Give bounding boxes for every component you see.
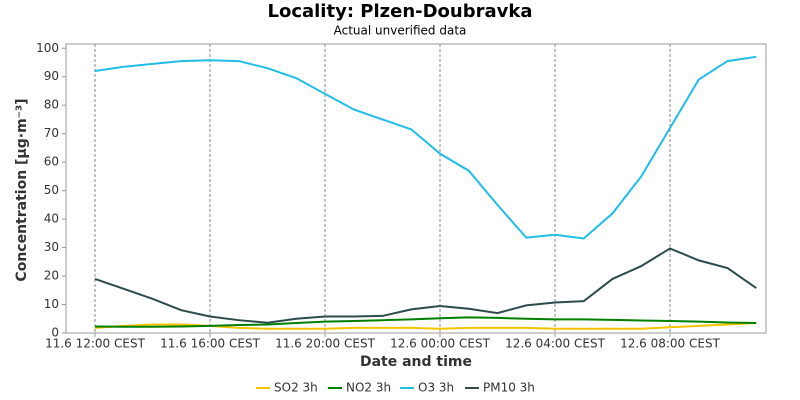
x-tick-label: 11.6 12:00 CEST [45, 337, 146, 351]
y-tick-label: 80 [44, 98, 59, 112]
x-tick-label: 11.6 20:00 CEST [275, 337, 376, 351]
y-tick-label: 30 [44, 240, 59, 254]
y-axis-label: Concentration [µg·m⁻³] [14, 98, 30, 281]
legend-label: O3 3h [418, 381, 454, 395]
y-tick-label: 0 [51, 326, 59, 340]
x-tick-label: 12.6 08:00 CEST [620, 337, 721, 351]
y-tick-label: 70 [44, 126, 59, 140]
x-axis-label: Date and time [360, 354, 472, 370]
series-line [94, 55, 757, 240]
y-tick-label: 20 [44, 269, 59, 283]
y-tick-label: 90 [44, 69, 59, 83]
series-line [94, 247, 757, 324]
series-line [94, 316, 757, 328]
chart-subtitle: Actual unverified data [334, 24, 467, 38]
y-tick-label: 100 [36, 41, 59, 55]
plot-area [65, 43, 767, 334]
y-tick-label: 40 [44, 212, 59, 226]
y-tick-label: 60 [44, 155, 59, 169]
legend-label: NO2 3h [346, 381, 391, 395]
x-tick-label: 12.6 00:00 CEST [390, 337, 491, 351]
y-tick-label: 10 [44, 297, 59, 311]
y-tick-label: 50 [44, 183, 59, 197]
chart-title: Locality: Plzen-Doubravka [267, 1, 532, 22]
x-tick-label: 11.6 16:00 CEST [160, 337, 261, 351]
x-tick-label: 12.6 04:00 CEST [505, 337, 606, 351]
legend-label: PM10 3h [483, 381, 535, 395]
legend-label: SO2 3h [274, 381, 318, 395]
